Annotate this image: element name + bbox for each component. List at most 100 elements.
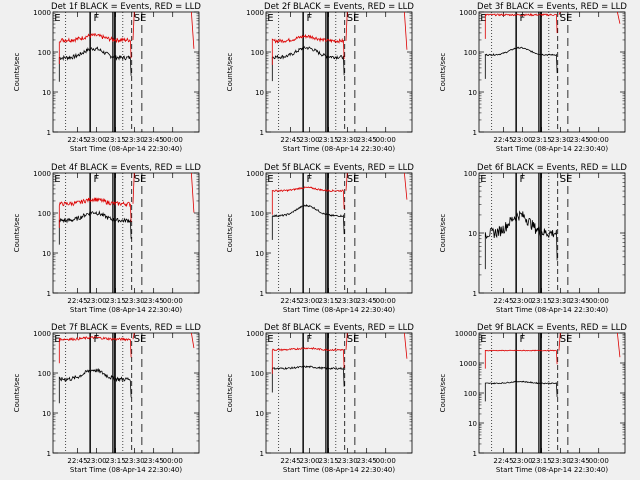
series-line-lld — [484, 12, 558, 39]
x-tick-label: 23:30 — [338, 457, 358, 465]
series-line-lld — [271, 347, 345, 374]
marker-label-se: SE — [560, 334, 573, 345]
y-axis-label: Counts/sec — [226, 374, 234, 413]
y-axis-label: Counts/sec — [439, 53, 447, 92]
series-line-lld — [58, 32, 132, 64]
x-axis-label: Start Time (08-Apr-14 22:30:40) — [70, 466, 182, 474]
marker-label-se: SE — [134, 334, 147, 345]
x-tick-label: 23:45 — [570, 136, 590, 144]
x-tick-label: 23:00 — [86, 457, 106, 465]
x-tick-label: 22:45 — [493, 297, 513, 305]
marker-label-e: E — [267, 174, 273, 185]
marker-label-e: E — [54, 174, 60, 185]
x-tick-label: 00:00 — [589, 457, 609, 465]
y-tick-label: 10 — [255, 410, 264, 418]
x-tick-label: 23:15 — [318, 297, 338, 305]
y-tick-label: 1 — [473, 450, 477, 458]
x-tick-label: 23:30 — [551, 457, 571, 465]
marker-label-f: F — [306, 334, 312, 345]
series-line-events — [271, 45, 345, 82]
y-tick-label: 10000 — [455, 330, 477, 338]
panel-det-5: Det 5f BLACK = Events, RED = LLD 1 10 100 10… — [226, 163, 414, 314]
panel-title: Det 2f BLACK = Events, RED = LLD — [264, 2, 414, 12]
marker-label-f: F — [306, 13, 312, 24]
x-tick-label: 23:15 — [531, 136, 551, 144]
x-tick-label: 00:00 — [589, 136, 609, 144]
x-tick-label: 23:15 — [531, 457, 551, 465]
x-axis-label: Start Time (08-Apr-14 22:30:40) — [283, 306, 395, 314]
x-tick-label: 00:00 — [376, 457, 396, 465]
x-tick-label: 00:00 — [163, 136, 183, 144]
y-tick-label: 10 — [468, 89, 477, 97]
marker-label-f: F — [519, 334, 525, 345]
x-axis-label: Start Time (08-Apr-14 22:30:40) — [496, 145, 608, 153]
x-tick-label: 23:00 — [512, 457, 532, 465]
series-line-lld — [58, 197, 132, 228]
marker-label-se: SE — [347, 13, 360, 24]
x-tick-label: 23:30 — [551, 136, 571, 144]
x-tick-label: 23:15 — [105, 457, 125, 465]
y-tick-label: 1000 — [33, 330, 51, 338]
y-tick-label: 1 — [260, 129, 264, 137]
x-axis-label: Start Time (08-Apr-14 22:30:40) — [70, 306, 182, 314]
panel-title: Det 3f BLACK = Events, RED = LLD — [477, 2, 627, 12]
y-tick-label: 1 — [260, 290, 264, 298]
x-tick-label: 23:45 — [570, 297, 590, 305]
y-axis-label: Counts/sec — [439, 374, 447, 413]
series-spike-lld — [132, 11, 195, 49]
x-tick-label: 23:15 — [105, 297, 125, 305]
marker-label-e: E — [267, 334, 273, 345]
x-tick-label: 23:00 — [299, 457, 319, 465]
y-tick-label: 1 — [260, 450, 264, 458]
y-tick-label: 10 — [42, 89, 51, 97]
x-tick-label: 22:45 — [280, 297, 300, 305]
plot-frame — [478, 11, 626, 133]
marker-label-f: F — [519, 174, 525, 185]
x-tick-label: 23:30 — [338, 136, 358, 144]
y-tick-label: 1 — [47, 450, 51, 458]
x-tick-label: 22:45 — [493, 457, 513, 465]
series-spike-lld — [345, 172, 408, 200]
marker-label-e: E — [480, 334, 486, 345]
plot-frame — [265, 11, 413, 133]
x-tick-label: 23:45 — [357, 136, 377, 144]
series-line-lld — [58, 336, 132, 364]
x-tick-label: 23:30 — [551, 297, 571, 305]
marker-label-e: E — [480, 174, 486, 185]
x-tick-label: 22:45 — [67, 457, 87, 465]
x-tick-label: 00:00 — [163, 297, 183, 305]
y-tick-label: 100 — [251, 370, 264, 378]
y-axis-label: Counts/sec — [226, 214, 234, 253]
marker-label-e: E — [267, 13, 273, 24]
panel-title: Det 1f BLACK = Events, RED = LLD — [51, 2, 201, 12]
series-line-events — [271, 204, 345, 240]
series-line-lld — [271, 33, 345, 65]
y-tick-label: 10 — [42, 250, 51, 258]
y-tick-label: 1000 — [33, 170, 51, 178]
x-axis-label: Start Time (08-Apr-14 22:30:40) — [283, 145, 395, 153]
y-axis-label: Counts/sec — [13, 53, 21, 92]
panel-det-3: Det 3f BLACK = Events, RED = LLD 1 10 100 10… — [439, 2, 627, 153]
series-spike-lld — [558, 332, 621, 358]
x-tick-label: 22:45 — [280, 136, 300, 144]
x-axis-label: Start Time (08-Apr-14 22:30:40) — [496, 466, 608, 474]
x-axis-label: Start Time (08-Apr-14 22:30:40) — [496, 306, 608, 314]
series-line-events — [484, 210, 558, 270]
x-tick-label: 23:00 — [299, 136, 319, 144]
plot-frame — [265, 172, 413, 294]
panel-det-8: Det 8f BLACK = Events, RED = LLD 1 10 100 10… — [226, 323, 414, 474]
x-tick-label: 23:45 — [357, 457, 377, 465]
y-tick-label: 100 — [464, 390, 477, 398]
x-tick-label: 23:30 — [125, 457, 145, 465]
marker-label-f: F — [93, 334, 99, 345]
y-tick-label: 100 — [38, 49, 51, 57]
y-tick-label: 10 — [255, 89, 264, 97]
y-tick-label: 10 — [468, 420, 477, 428]
x-tick-label: 00:00 — [376, 136, 396, 144]
marker-label-se: SE — [347, 334, 360, 345]
y-tick-label: 100 — [38, 210, 51, 218]
series-line-events — [271, 365, 345, 393]
x-tick-label: 23:00 — [86, 297, 106, 305]
x-tick-label: 23:30 — [125, 136, 145, 144]
